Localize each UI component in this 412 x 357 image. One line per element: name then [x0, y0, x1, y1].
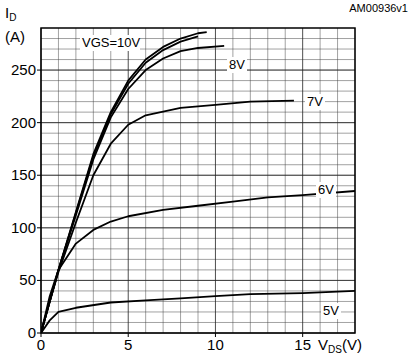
minor-grid-line: [93, 28, 94, 333]
minor-grid-line: [337, 28, 338, 333]
minor-grid-line: [41, 70, 355, 71]
minor-grid-line: [41, 311, 355, 312]
label-bg: [316, 182, 336, 198]
minor-grid-line: [250, 28, 251, 333]
minor-grid-line: [58, 28, 59, 333]
series-group: [41, 32, 355, 333]
x-axis-label-main: V: [318, 336, 328, 353]
y-tick-label: 200: [11, 114, 36, 131]
series-labels: VGS=10V 8V 7V 6V 5V: [80, 35, 341, 319]
minor-grid-line: [41, 227, 355, 228]
minor-grid-line: [41, 164, 355, 165]
label-bg: [80, 35, 140, 51]
grid-line: [128, 28, 129, 333]
label-bg: [321, 303, 341, 319]
minor-grid-line: [180, 28, 181, 333]
series-label: VGS=10V: [82, 35, 141, 50]
minor-grid-line: [41, 217, 355, 218]
y-tick-label: 100: [11, 219, 36, 236]
label-bg: [305, 94, 325, 110]
x-tick-label: 0: [37, 336, 45, 353]
minor-grid-line: [41, 80, 355, 81]
minor-grid-line: [41, 259, 355, 260]
grid-line: [41, 280, 355, 281]
label-bg: [227, 57, 247, 73]
x-tick-label: 5: [124, 336, 132, 353]
y-tick-label: 50: [19, 271, 36, 288]
minor-grid-line: [75, 28, 76, 333]
series-label: 7V: [307, 94, 323, 109]
series-label: 6V: [318, 182, 334, 197]
plot-frame: [41, 28, 355, 333]
minor-grid-line: [41, 91, 355, 92]
minor-grid-line: [267, 28, 268, 333]
y-tick-label: 0: [28, 324, 36, 341]
y-axis-label: ID: [5, 4, 16, 23]
minor-grid-line: [41, 280, 355, 281]
minor-grid-line: [145, 28, 146, 333]
minor-grid: [41, 28, 355, 333]
minor-grid-line: [41, 322, 355, 323]
y-axis-unit: (A): [5, 28, 25, 45]
grid-line: [41, 227, 355, 228]
y-tick-label: 150: [11, 166, 36, 183]
curve: [41, 291, 355, 333]
minor-grid-line: [41, 185, 355, 186]
minor-grid-line: [41, 238, 355, 239]
minor-grid-line: [41, 122, 355, 123]
x-tick-label: 15: [294, 336, 311, 353]
grid-line: [41, 122, 355, 123]
minor-grid-line: [41, 154, 355, 155]
minor-grid-line: [232, 28, 233, 333]
minor-grid-line: [41, 59, 355, 60]
minor-grid-line: [320, 28, 321, 333]
minor-grid-line: [41, 112, 355, 113]
minor-grid-line: [41, 133, 355, 134]
axes: 051015050100150200250: [11, 28, 355, 353]
curve: [41, 32, 207, 333]
y-axis-label-sub: D: [9, 12, 16, 23]
x-tick-label: 10: [207, 336, 224, 353]
minor-grid-line: [41, 248, 355, 249]
minor-grid-line: [163, 28, 164, 333]
x-axis-label-sub: DS: [328, 344, 342, 355]
minor-grid-line: [41, 290, 355, 291]
grid-line: [302, 28, 303, 333]
minor-grid-line: [41, 143, 355, 144]
curve: [41, 46, 224, 333]
background: [0, 0, 412, 357]
curve: [41, 101, 294, 333]
x-axis-unit: (V): [342, 336, 362, 353]
minor-grid-line: [41, 196, 355, 197]
x-axis-label: VDS(V): [318, 336, 362, 355]
series-label: 5V: [323, 303, 339, 318]
chart: 051015050100150200250VGS=10V8V7V6V5VID(A…: [0, 0, 412, 357]
curve: [41, 36, 198, 333]
grid-line: [215, 28, 216, 333]
grid-line: [41, 70, 355, 71]
minor-grid-line: [198, 28, 199, 333]
annotation: AM00936v1: [349, 2, 408, 14]
minor-grid-line: [110, 28, 111, 333]
minor-grid-line: [41, 301, 355, 302]
minor-grid-line: [285, 28, 286, 333]
minor-grid-line: [41, 269, 355, 270]
series-label: 8V: [229, 57, 245, 72]
y-tick-label: 250: [11, 61, 36, 78]
curve: [41, 191, 355, 333]
